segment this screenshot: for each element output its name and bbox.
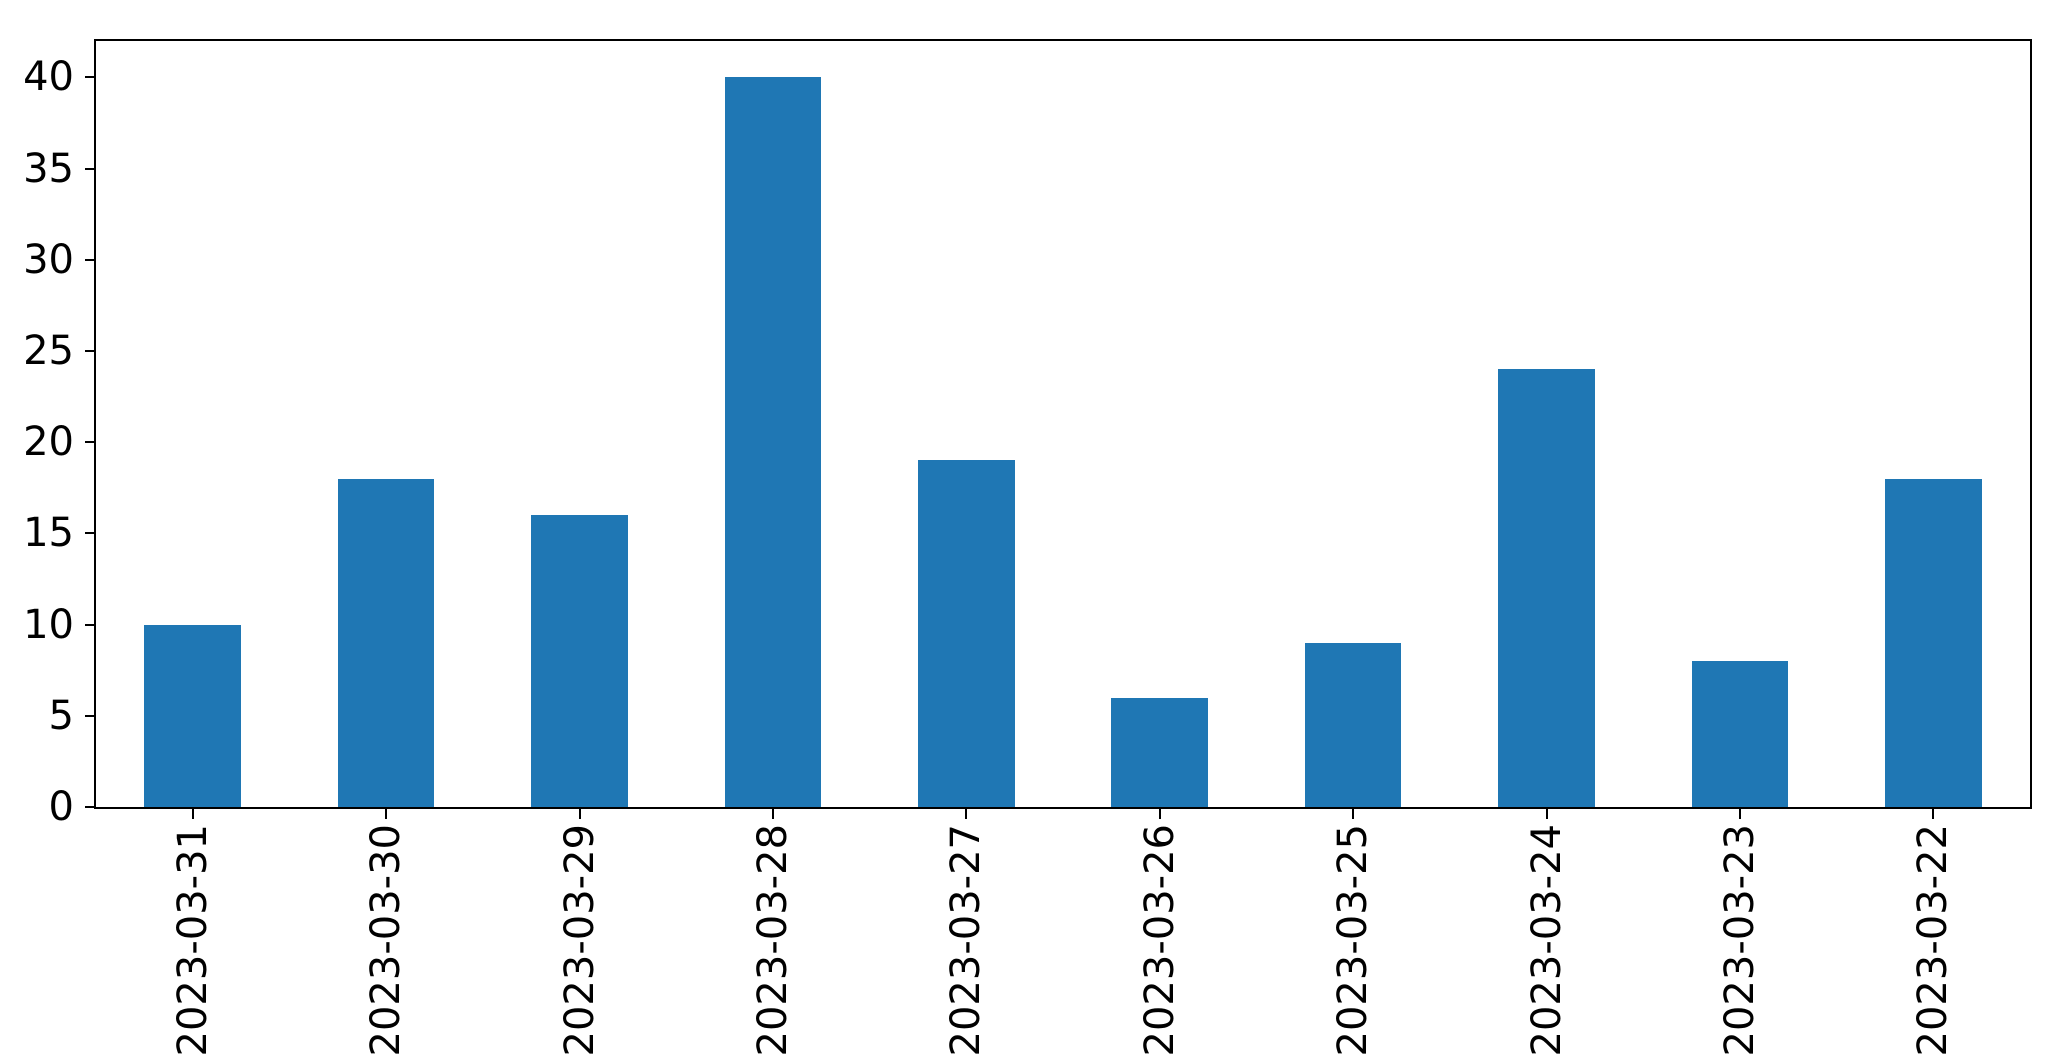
bar-2023-03-29 [531, 515, 628, 807]
x-tick-label-2023-03-27: 2023-03-27 [943, 824, 990, 1057]
x-tick-mark-2023-03-26 [1158, 809, 1161, 819]
y-tick-label-30: 30 [23, 236, 74, 283]
y-tick-mark-20 [85, 441, 94, 444]
x-tick-mark-2023-03-28 [771, 809, 774, 819]
x-tick-label-2023-03-26: 2023-03-26 [1136, 824, 1183, 1057]
x-tick-label-2023-03-25: 2023-03-25 [1330, 824, 1377, 1057]
x-tick-mark-2023-03-31 [191, 809, 194, 819]
bar-2023-03-22 [1884, 478, 1982, 807]
x-tick-mark-2023-03-22 [1932, 809, 1935, 819]
bar-2023-03-31 [144, 624, 242, 807]
x-tick-mark-2023-03-30 [385, 809, 388, 819]
y-tick-label-25: 25 [23, 328, 74, 375]
y-tick-label-5: 5 [48, 692, 74, 739]
x-tick-label-2023-03-22: 2023-03-22 [1910, 824, 1957, 1057]
x-tick-mark-2023-03-27 [965, 809, 968, 819]
x-tick-label-2023-03-29: 2023-03-29 [556, 824, 603, 1057]
plot-area [94, 39, 2032, 809]
x-tick-mark-2023-03-29 [578, 809, 581, 819]
x-tick-label-2023-03-30: 2023-03-30 [363, 824, 410, 1057]
bar-2023-03-23 [1691, 661, 1789, 807]
x-tick-label-2023-03-23: 2023-03-23 [1716, 824, 1763, 1057]
y-tick-label-35: 35 [23, 145, 74, 192]
y-tick-mark-0 [85, 806, 94, 808]
x-tick-mark-2023-03-24 [1545, 809, 1548, 819]
bar-2023-03-27 [917, 460, 1015, 807]
bar-2023-03-25 [1304, 642, 1402, 807]
bar-2023-03-24 [1498, 369, 1595, 807]
y-tick-mark-10 [85, 623, 94, 626]
y-tick-label-0: 0 [48, 784, 74, 830]
y-tick-label-40: 40 [23, 54, 74, 101]
y-tick-label-15: 15 [23, 510, 74, 557]
x-tick-mark-2023-03-25 [1352, 809, 1355, 819]
x-tick-label-2023-03-31: 2023-03-31 [169, 824, 216, 1057]
y-tick-mark-15 [85, 532, 94, 535]
y-tick-label-20: 20 [23, 419, 74, 466]
y-tick-label-10: 10 [23, 601, 74, 648]
y-tick-mark-30 [85, 258, 94, 261]
y-tick-mark-35 [85, 167, 94, 170]
bar-2023-03-26 [1111, 697, 1209, 807]
x-tick-label-2023-03-24: 2023-03-24 [1523, 824, 1570, 1057]
y-tick-mark-5 [85, 714, 94, 717]
x-tick-mark-2023-03-23 [1738, 809, 1741, 819]
bar-2023-03-30 [337, 478, 435, 807]
y-tick-mark-40 [85, 76, 94, 79]
bar-2023-03-28 [724, 77, 822, 807]
y-tick-mark-25 [85, 350, 94, 353]
x-tick-label-2023-03-28: 2023-03-28 [749, 824, 796, 1057]
